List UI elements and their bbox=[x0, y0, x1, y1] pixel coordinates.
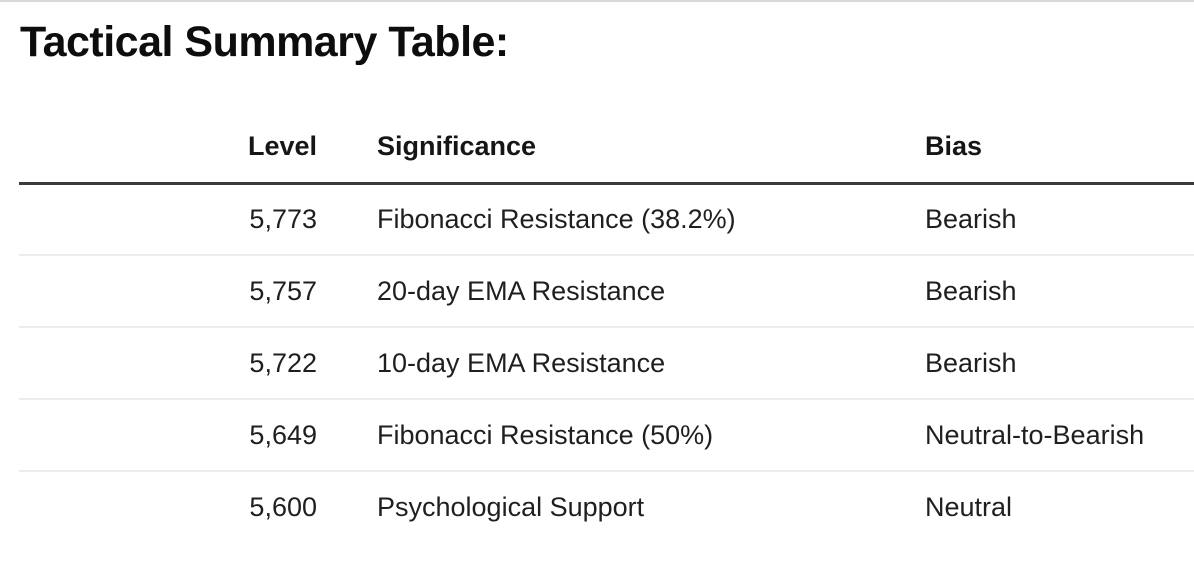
page-title: Tactical Summary Table: bbox=[20, 18, 509, 66]
tactical-summary-table: Level Significance Bias 5,773 Fibonacci … bbox=[19, 112, 1194, 543]
cell-level: 5,722 bbox=[249, 347, 317, 378]
table-header-row: Level Significance Bias bbox=[19, 112, 1194, 183]
table-row: 5,722 10-day EMA Resistance Bearish bbox=[19, 327, 1194, 399]
table-row: 5,649 Fibonacci Resistance (50%) Neutral… bbox=[19, 399, 1194, 471]
table-row: 5,600 Psychological Support Neutral bbox=[19, 471, 1194, 543]
cell-bias: Bearish bbox=[925, 275, 1017, 306]
cell-significance: 20-day EMA Resistance bbox=[377, 275, 666, 306]
cell-significance: Fibonacci Resistance (50%) bbox=[377, 419, 714, 450]
cell-level: 5,773 bbox=[249, 203, 317, 234]
table-header: Level Significance Bias bbox=[19, 112, 1194, 183]
column-header-bias: Bias bbox=[925, 131, 983, 162]
cell-level: 5,757 bbox=[249, 275, 317, 306]
page-top-divider bbox=[0, 0, 1194, 2]
cell-level: 5,649 bbox=[249, 419, 317, 450]
cell-bias: Bearish bbox=[925, 347, 1017, 378]
cell-bias: Neutral-to-Bearish bbox=[925, 419, 1145, 450]
cell-bias: Bearish bbox=[925, 203, 1017, 234]
cell-significance: Fibonacci Resistance (38.2%) bbox=[377, 203, 736, 234]
column-header-level: Level bbox=[247, 131, 317, 162]
column-header-significance: Significance bbox=[377, 131, 537, 162]
table-row: 5,773 Fibonacci Resistance (38.2%) Beari… bbox=[19, 183, 1194, 255]
cell-significance: Psychological Support bbox=[377, 492, 645, 522]
cell-bias: Neutral bbox=[925, 492, 1013, 522]
table-row: 5,757 20-day EMA Resistance Bearish bbox=[19, 255, 1194, 327]
cell-significance: 10-day EMA Resistance bbox=[377, 347, 666, 378]
table-body: 5,773 Fibonacci Resistance (38.2%) Beari… bbox=[19, 183, 1194, 543]
cell-level: 5,600 bbox=[249, 492, 317, 522]
